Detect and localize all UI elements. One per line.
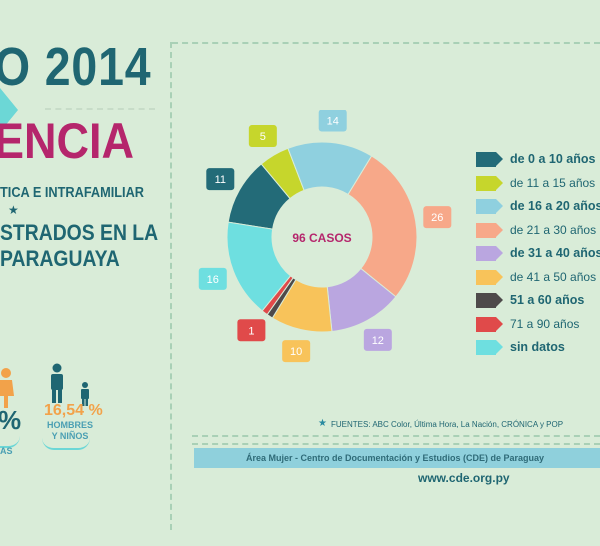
data-label-tag: 14 — [318, 110, 347, 132]
legend-swatch — [476, 175, 503, 191]
data-label-text: 12 — [372, 335, 384, 347]
data-label-tag: 5 — [248, 125, 277, 148]
women-percent: % — [0, 405, 22, 435]
woman-icon — [0, 368, 14, 408]
legend-swatch — [476, 199, 503, 214]
legend-label: de 11 a 15 años — [510, 175, 596, 190]
legend-label: de 16 a 20 años — [510, 199, 600, 213]
data-label-text: 5 — [260, 131, 266, 143]
legend-label: de 0 a 10 años — [510, 152, 596, 166]
legend-label: de 31 a 40 años — [510, 246, 600, 260]
legend-swatch — [476, 269, 503, 285]
data-label-tag: 1 — [237, 319, 266, 342]
legend-swatch — [476, 340, 503, 355]
center-label: 96 CASOS — [292, 231, 351, 245]
divider-top — [172, 42, 600, 44]
legend-swatch — [476, 222, 503, 238]
data-label-tag: 10 — [282, 340, 311, 363]
legend-swatch — [476, 152, 503, 167]
donut-chart: 11 5 14 26 12 10 1 16 96 CASOS — [198, 110, 452, 363]
slice-de-21-a-30-a-os — [347, 155, 418, 298]
sources-text: FUENTES: ABC Color, Última Hora, La Naci… — [331, 420, 564, 429]
legend-swatch — [476, 246, 503, 261]
data-label-tag: 16 — [198, 267, 227, 290]
star-icon: ★ — [8, 203, 19, 217]
data-label-text: 16 — [207, 274, 219, 286]
data-label-text: 10 — [290, 346, 302, 358]
legend-label: sin datos — [510, 340, 565, 354]
men-label: HOMBRES Y NIÑOS — [46, 420, 93, 441]
divider-vertical — [170, 42, 172, 530]
subtitle: TICA E INTRAFAMILIAR — [0, 184, 145, 201]
men-arc — [42, 438, 90, 450]
legend-label: 51 a 60 años — [510, 293, 585, 307]
man-icon — [51, 363, 63, 403]
registered-line-1: STRADOS EN LA — [0, 220, 159, 245]
divider-under-year — [45, 108, 155, 110]
data-label-text: 14 — [327, 115, 339, 127]
legend-swatch — [476, 316, 503, 332]
year-heading: O 2014 — [0, 37, 152, 97]
women-arc — [0, 436, 20, 448]
men-percent: 16,54 % — [44, 402, 103, 419]
boy-icon — [81, 382, 89, 406]
people-icons — [0, 363, 89, 408]
headline: ENCIA — [0, 113, 135, 169]
chevron-decoration — [0, 88, 18, 132]
data-label-text: 1 — [248, 325, 254, 337]
legend-swatch — [476, 293, 503, 308]
star-icon: ★ — [318, 418, 327, 429]
data-label-tag: 26 — [423, 206, 452, 229]
divider-footer-a — [192, 435, 600, 437]
women-label: AS — [0, 446, 13, 456]
legend-label: de 41 a 50 años — [510, 269, 597, 284]
data-label-text: 11 — [215, 174, 226, 186]
slice-sin-datos — [226, 221, 292, 312]
data-label-text: 26 — [431, 212, 443, 224]
data-label-tag: 11 — [206, 168, 235, 191]
data-label-tag: 12 — [363, 328, 392, 351]
registered-line-2: PARAGUAYA — [0, 246, 120, 271]
website-link[interactable]: www.cde.org.py — [418, 471, 510, 485]
org-text: Área Mujer - Centro de Documentación y E… — [246, 453, 545, 463]
divider-footer-b — [192, 443, 600, 445]
org-banner — [194, 448, 600, 468]
legend-label: de 21 a 30 años — [510, 222, 597, 237]
legend-label: 71 a 90 años — [510, 316, 580, 331]
